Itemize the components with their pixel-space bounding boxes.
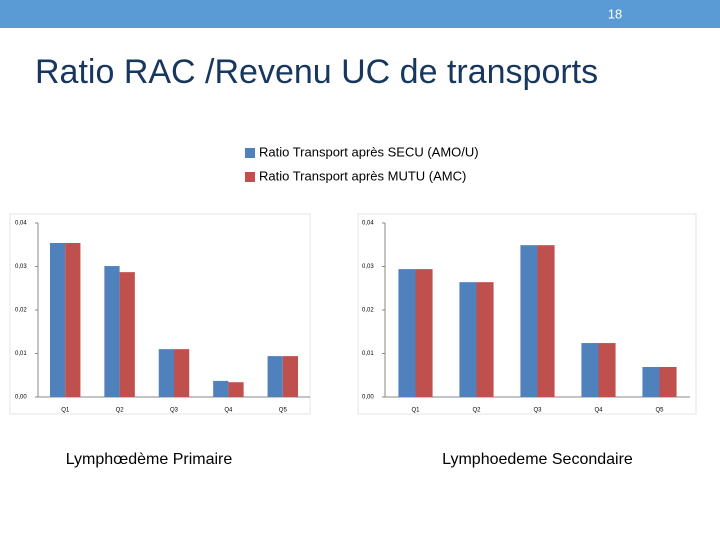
bar <box>659 366 677 397</box>
y-tick-label: 0,01 <box>15 351 27 357</box>
chart-caption: Lymphoedeme Secondaire <box>442 451 633 468</box>
bar <box>228 382 244 397</box>
x-tick-label: Q5 <box>655 408 664 414</box>
bar <box>158 349 174 397</box>
bar <box>104 266 120 397</box>
y-tick-label: 0,04 <box>15 221 27 227</box>
y-tick-label: 0,02 <box>362 308 374 314</box>
legend-label: Ratio Transport après SECU (AMO/U) <box>259 144 479 159</box>
x-tick-label: Q5 <box>279 408 288 414</box>
header-band <box>0 0 720 28</box>
bar <box>174 349 190 397</box>
y-tick-label: 0,03 <box>362 264 374 270</box>
x-tick-label: Q4 <box>594 408 603 414</box>
y-tick-label: 0,02 <box>15 308 27 314</box>
slide-number: 18 <box>608 6 622 21</box>
legend-swatch <box>245 172 255 182</box>
x-tick-label: Q2 <box>472 408 481 414</box>
bar <box>119 272 135 397</box>
y-tick-label: 0,04 <box>362 221 374 227</box>
bar <box>459 282 477 397</box>
bar <box>476 282 494 397</box>
x-tick-label: Q3 <box>533 408 542 414</box>
x-tick-label: Q2 <box>116 408 125 414</box>
y-tick-label: 0,00 <box>15 395 27 401</box>
bar <box>598 343 616 397</box>
bar <box>537 245 555 397</box>
x-tick-label: Q3 <box>170 408 179 414</box>
chart-caption: Lymphœdème Primaire <box>66 451 233 468</box>
bar <box>267 356 283 397</box>
bar <box>415 269 433 397</box>
bar <box>282 356 299 397</box>
bar <box>398 269 416 397</box>
plot-frame <box>357 213 697 415</box>
x-tick-label: Q1 <box>61 408 70 414</box>
bar <box>213 380 229 397</box>
x-tick-label: Q4 <box>224 408 233 414</box>
y-tick-label: 0,00 <box>362 395 374 401</box>
x-tick-label: Q1 <box>411 408 420 414</box>
legend-label: Ratio Transport après MUTU (AMC) <box>259 168 466 183</box>
bar <box>49 243 66 397</box>
slide-title: Ratio RAC /Revenu UC de transports <box>35 53 598 91</box>
bar <box>520 245 538 397</box>
bar <box>65 243 81 397</box>
y-tick-label: 0,03 <box>15 264 27 270</box>
legend-swatch <box>245 148 255 158</box>
bar <box>642 366 660 397</box>
y-tick-label: 0,01 <box>362 351 374 357</box>
plot-frame <box>9 213 311 415</box>
bar <box>581 343 599 397</box>
